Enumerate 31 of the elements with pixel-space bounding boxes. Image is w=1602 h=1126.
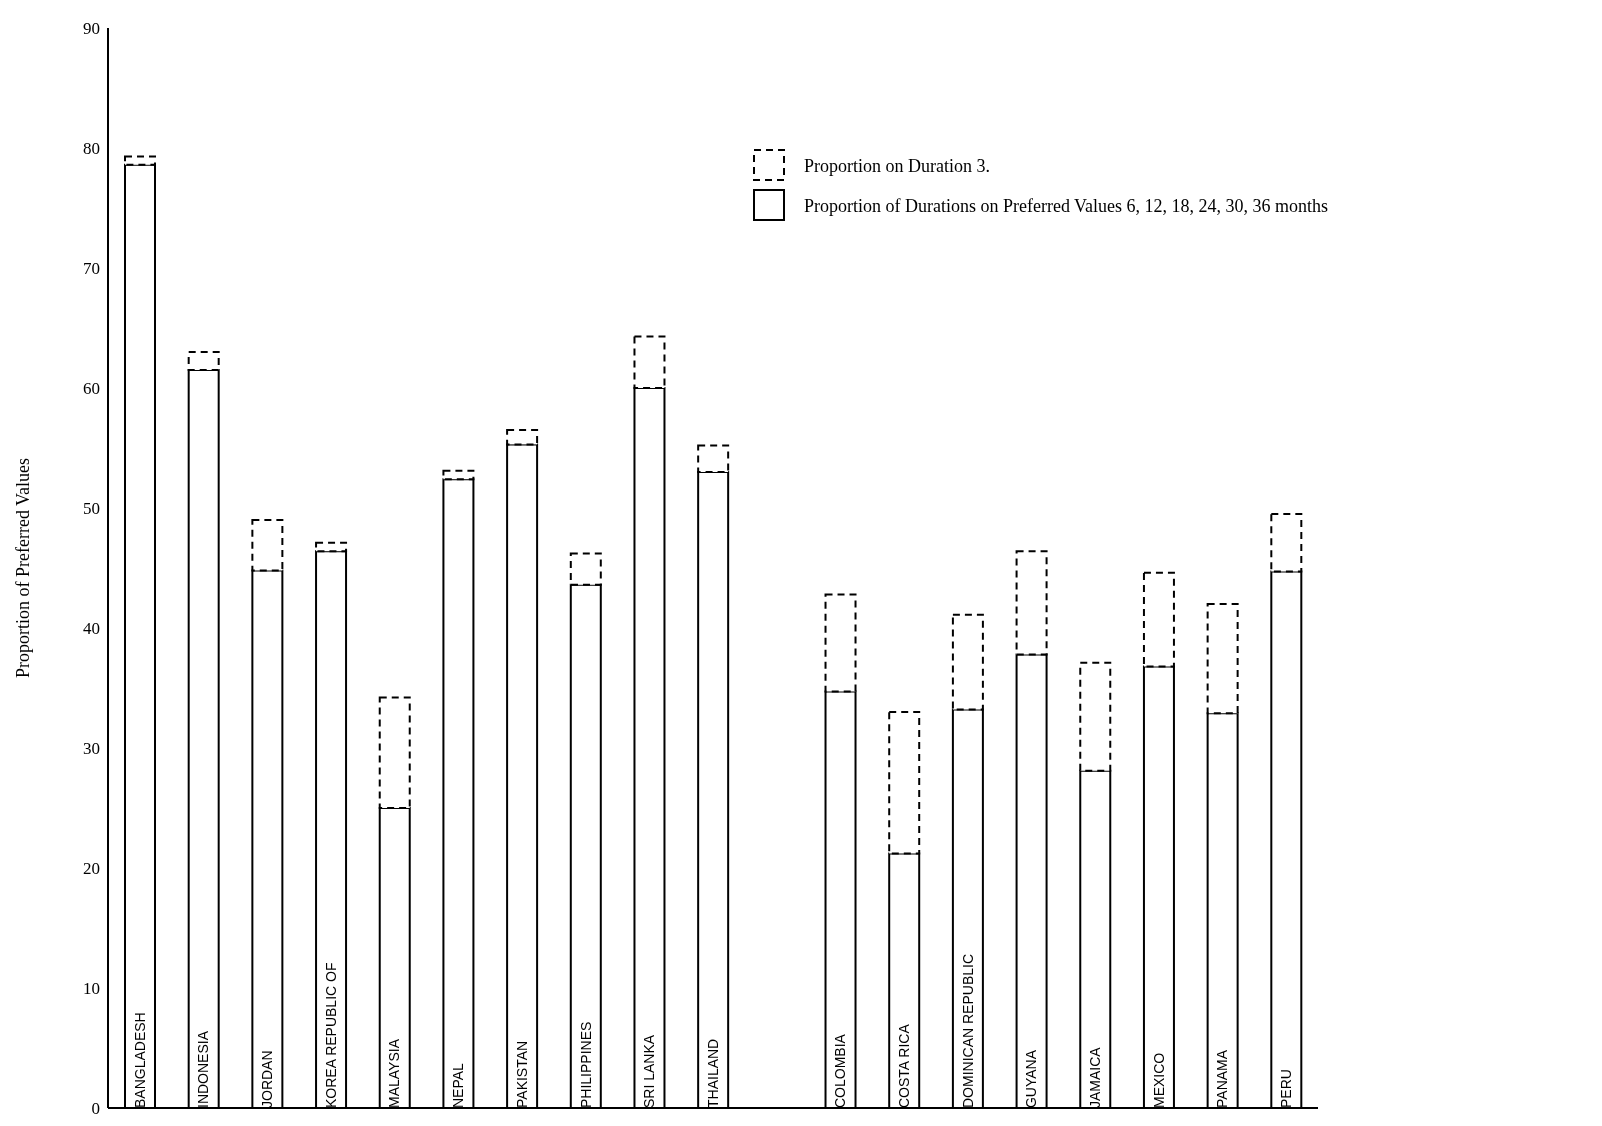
x-tick-label: MEXICO — [1150, 1052, 1167, 1108]
y-tick-label: 50 — [83, 499, 100, 519]
y-tick-label: 20 — [83, 859, 100, 879]
x-tick-label: MALAYSIA — [386, 1038, 403, 1108]
legend-label: Proportion on Duration 3. — [804, 155, 990, 177]
x-tick-label: DOMINICAN REPUBLIC — [959, 953, 976, 1108]
x-tick-label: THAILAND — [704, 1038, 721, 1108]
x-tick-label: PHILIPPINES — [577, 1021, 594, 1108]
x-tick-label: PERU — [1278, 1069, 1295, 1108]
x-tick-label: INDONESIA — [195, 1030, 212, 1108]
y-tick-label: 10 — [83, 979, 100, 999]
y-tick-label: 0 — [91, 1099, 100, 1119]
y-tick-label: 60 — [83, 379, 100, 399]
legend-label: Proportion of Durations on Preferred Values 6, 12, 18, 24, 30, 36 months — [804, 195, 1329, 217]
y-axis-title: Proportion of Preferred Values — [13, 457, 34, 679]
x-tick-label: PANAMA — [1214, 1049, 1231, 1108]
x-tick-label: PAKISTAN — [513, 1040, 530, 1108]
x-tick-label: NEPAL — [450, 1062, 467, 1108]
x-tick-label: BANGLADESH — [131, 1012, 148, 1108]
y-tick-label: 80 — [83, 139, 100, 159]
x-tick-label: COLOMBIA — [832, 1033, 849, 1108]
x-tick-label: KOREA REPUBLIC OF — [322, 962, 339, 1108]
y-tick-label: 40 — [83, 619, 100, 639]
x-tick-label: JORDAN — [259, 1050, 276, 1108]
x-tick-label: COSTA RICA — [895, 1023, 912, 1108]
y-tick-label: 90 — [83, 19, 100, 39]
x-tick-label: GUYANA — [1023, 1049, 1040, 1108]
y-tick-label: 30 — [83, 739, 100, 759]
x-tick-label: SRI LANKA — [641, 1034, 658, 1108]
y-tick-label: 70 — [83, 259, 100, 279]
x-tick-label: JAMAICA — [1087, 1046, 1104, 1108]
